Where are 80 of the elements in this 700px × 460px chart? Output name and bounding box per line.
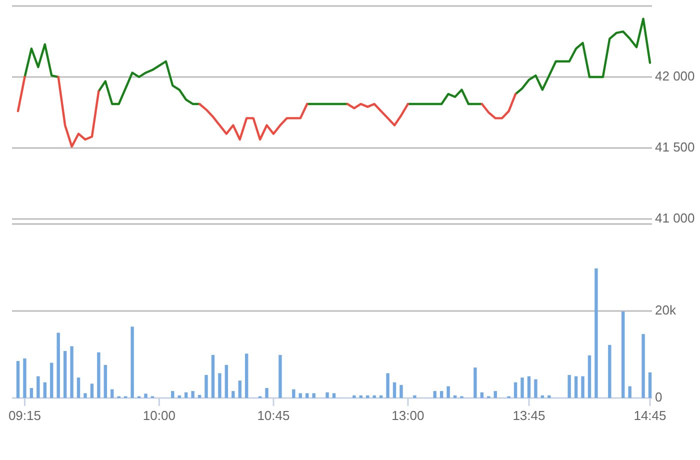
bar: [211, 354, 215, 398]
bar: [514, 382, 518, 398]
bar: [191, 391, 194, 398]
bar: [400, 384, 403, 398]
x-tick-label: 09:15: [8, 408, 41, 423]
bar: [628, 386, 632, 398]
bar: [359, 395, 362, 398]
bar: [548, 395, 551, 398]
bar: [23, 358, 26, 398]
y-tick-label: 41 000: [655, 210, 695, 226]
bar: [588, 355, 592, 398]
bar: [413, 395, 416, 398]
bar: [144, 394, 148, 398]
bar: [306, 393, 309, 398]
bar: [540, 395, 544, 398]
bar: [204, 374, 208, 398]
x-tick-label: 10:00: [142, 408, 176, 423]
bar: [30, 388, 34, 398]
y-tick-label: 20k: [655, 302, 676, 318]
x-tick-label: 10:45: [257, 408, 290, 423]
bar: [386, 373, 390, 398]
x-tick-label: 13:00: [392, 408, 424, 423]
bar: [84, 393, 87, 398]
bar: [90, 384, 94, 398]
bar: [198, 394, 202, 398]
bar: [480, 392, 484, 398]
bar: [104, 364, 108, 398]
bar: [622, 311, 625, 398]
bar: [366, 395, 370, 398]
bar: [110, 389, 114, 398]
x-tick-label: 13:45: [512, 408, 546, 423]
bar: [36, 376, 40, 398]
bar: [265, 388, 268, 398]
bar: [534, 379, 538, 398]
bar: [76, 378, 80, 398]
bar: [581, 376, 584, 398]
bar: [70, 346, 74, 398]
bar: [312, 393, 316, 398]
bar: [63, 351, 67, 398]
bar: [648, 372, 652, 398]
bar: [43, 382, 46, 398]
bar: [184, 392, 188, 398]
bar: [440, 391, 444, 398]
bar: [527, 376, 531, 398]
bar: [97, 352, 100, 398]
y-tick-label: 41 500: [655, 139, 695, 154]
bar: [474, 368, 477, 398]
bar: [298, 393, 302, 398]
bar: [50, 362, 54, 398]
bar: [446, 386, 450, 398]
bar: [178, 395, 181, 398]
bar: [594, 268, 598, 398]
bar: [372, 395, 376, 398]
bar: [326, 392, 329, 398]
bar: [433, 391, 436, 398]
bar: [332, 393, 336, 398]
bar: [494, 391, 497, 398]
bar: [56, 332, 60, 398]
bar: [232, 391, 235, 398]
bar: [642, 334, 645, 398]
bar: [130, 326, 134, 398]
bar: [278, 354, 282, 398]
bar: [392, 382, 396, 398]
bar: [379, 395, 383, 398]
bar: [352, 395, 356, 398]
bar: [568, 374, 571, 398]
bar: [520, 378, 524, 398]
y-tick-label: 0: [655, 389, 662, 404]
bar: [218, 373, 222, 398]
bar: [453, 395, 457, 398]
y-tick-label: 42 000: [655, 68, 695, 84]
bar: [238, 380, 242, 398]
x-tick-label: 14:45: [634, 408, 666, 423]
bar: [574, 376, 578, 398]
bar: [224, 364, 228, 398]
bar: [292, 389, 296, 398]
bar: [608, 344, 612, 398]
bar: [244, 354, 248, 398]
bar: [16, 361, 20, 398]
bar: [171, 391, 174, 398]
